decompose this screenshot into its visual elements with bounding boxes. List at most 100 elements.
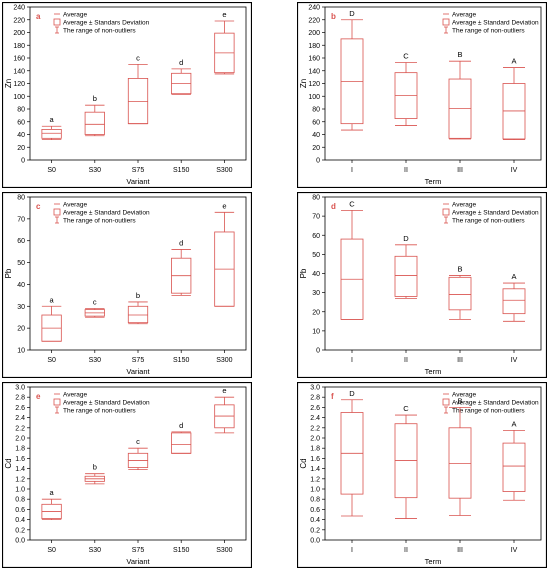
group-letter: c bbox=[136, 437, 140, 446]
x-tick-label: IV bbox=[511, 547, 518, 554]
group-letter: D bbox=[403, 234, 409, 243]
y-tick-label: 1.6 bbox=[310, 456, 320, 463]
legend-sd: Average ± Standard Deviation bbox=[452, 20, 539, 27]
chart-b: 0 20 40 60 80 100 120 140 160 180 200 220 240 Zn Term b… bbox=[297, 2, 547, 188]
panel-f: 0.0 0.2 0.4 0.6 0.8 1.0 1.2 1.4 1.6 1.8 2.0 2.2 2.4 2… bbox=[297, 382, 547, 568]
group-letter: a bbox=[50, 115, 55, 124]
y-tick-label: 10 bbox=[17, 348, 25, 355]
y-tick-label: 60 bbox=[312, 119, 320, 126]
legend-average: Average bbox=[452, 392, 476, 399]
panel-letter: a bbox=[36, 12, 41, 21]
chart-e: 0.0 0.2 0.4 0.6 0.8 1.0 1.2 1.4 1.6 1.8 2.0 2.2 2.4 2… bbox=[2, 382, 252, 568]
box-IV: A bbox=[502, 57, 526, 141]
y-tick-label: 200 bbox=[13, 30, 25, 37]
y-tick-label: 3.0 bbox=[310, 385, 320, 392]
x-tick-label: S150 bbox=[173, 167, 189, 174]
panel-c: 10 20 30 40 50 60 70 80 Pb Variant c Average Average… bbox=[2, 192, 252, 378]
y-tick-label: 2.4 bbox=[15, 415, 25, 422]
group-letter: d bbox=[179, 58, 183, 67]
legend-sd: Average ± Standard Deviation bbox=[63, 400, 150, 407]
legend-sd: Average ± Standard Deviation bbox=[452, 210, 539, 217]
group-letter: b bbox=[93, 94, 97, 103]
y-tick-label: 1.4 bbox=[310, 466, 320, 473]
box-IV: A bbox=[502, 419, 526, 501]
panel-letter: c bbox=[36, 202, 41, 211]
panel-frame bbox=[2, 382, 252, 568]
y-tick-label: 120 bbox=[13, 81, 25, 88]
box-S0: a bbox=[41, 488, 62, 521]
box-S30: b bbox=[84, 463, 105, 485]
y-tick-label: 200 bbox=[308, 30, 320, 37]
y-tick-label: 1.2 bbox=[310, 476, 320, 483]
legend-range: The range of non-outliers bbox=[63, 408, 136, 415]
group-letter: A bbox=[511, 419, 516, 428]
x-tick-label: S300 bbox=[216, 167, 232, 174]
box-I: C bbox=[340, 199, 364, 320]
x-axis-label: Variant bbox=[126, 177, 150, 186]
panel-a: 0 20 40 60 80 100 120 140 160 180 200 220 240 Zn Varia… bbox=[2, 2, 252, 188]
x-tick-label: S30 bbox=[89, 357, 102, 364]
y-tick-label: 0.4 bbox=[310, 517, 320, 524]
legend-sd-swatch bbox=[53, 398, 61, 406]
y-tick-label: 20 bbox=[312, 309, 320, 316]
y-axis-label: Zn bbox=[299, 79, 308, 88]
legend-sd-swatch bbox=[53, 18, 61, 26]
y-tick-label: 0.0 bbox=[310, 538, 320, 545]
sd-box bbox=[171, 432, 192, 454]
y-tick-label: 2.2 bbox=[15, 425, 25, 432]
sd-box bbox=[502, 288, 526, 315]
x-axis-label: Variant bbox=[126, 557, 150, 566]
x-tick-label: S0 bbox=[47, 547, 56, 554]
group-letter: D bbox=[349, 389, 355, 398]
y-tick-label: 20 bbox=[17, 145, 25, 152]
legend-range: The range of non-outliers bbox=[452, 28, 525, 35]
sd-box bbox=[394, 255, 418, 297]
group-letter: D bbox=[349, 9, 355, 18]
x-tick-label: II bbox=[404, 167, 408, 174]
x-axis-label: Variant bbox=[126, 367, 150, 376]
y-tick-label: 1.0 bbox=[15, 487, 25, 494]
legend-range: The range of non-outliers bbox=[63, 218, 136, 225]
y-tick-label: 0 bbox=[316, 348, 320, 355]
box-S300: e bbox=[214, 10, 235, 75]
y-tick-label: 2.4 bbox=[310, 415, 320, 422]
y-tick-label: 1.0 bbox=[310, 487, 320, 494]
panel-letter: d bbox=[331, 202, 336, 211]
y-tick-label: 70 bbox=[312, 214, 320, 221]
x-tick-label: IV bbox=[511, 167, 518, 174]
box-S300: e bbox=[214, 201, 235, 307]
y-tick-label: 20 bbox=[312, 145, 320, 152]
panel-b: 0 20 40 60 80 100 120 140 160 180 200 220 240 Zn Term b… bbox=[297, 2, 547, 188]
legend-average: Average bbox=[452, 202, 476, 209]
y-tick-label: 60 bbox=[17, 119, 25, 126]
group-letter: B bbox=[457, 264, 462, 273]
box-I: D bbox=[340, 9, 364, 131]
x-tick-label: III bbox=[457, 547, 463, 554]
x-axis-label: Term bbox=[425, 557, 442, 566]
box-S300: e bbox=[214, 386, 235, 434]
y-tick-label: 100 bbox=[13, 94, 25, 101]
legend-sd-swatch bbox=[53, 208, 61, 216]
x-tick-label: I bbox=[351, 357, 353, 364]
legend-range: The range of non-outliers bbox=[452, 218, 525, 225]
legend-sd-swatch bbox=[442, 398, 450, 406]
x-tick-label: S300 bbox=[216, 547, 232, 554]
x-tick-label: S300 bbox=[216, 357, 232, 364]
y-tick-label: 160 bbox=[308, 56, 320, 63]
panel-e: 0.0 0.2 0.4 0.6 0.8 1.0 1.2 1.4 1.6 1.8 2.0 2.2 2.4 2… bbox=[2, 382, 252, 568]
x-axis-label: Term bbox=[425, 367, 442, 376]
y-tick-label: 0.6 bbox=[15, 507, 25, 514]
y-tick-label: 30 bbox=[312, 290, 320, 297]
group-letter: C bbox=[349, 199, 355, 208]
y-tick-label: 40 bbox=[312, 271, 320, 278]
legend-sd: Average ± Standard Deviation bbox=[452, 400, 539, 407]
panel-d: 0 10 20 30 40 50 60 70 80 Pb Term d Average Average ±… bbox=[297, 192, 547, 378]
y-tick-label: 0.0 bbox=[15, 538, 25, 545]
box-III: B bbox=[448, 50, 472, 140]
panel-frame bbox=[297, 382, 547, 568]
y-tick-label: 60 bbox=[17, 238, 25, 245]
x-tick-label: III bbox=[457, 167, 463, 174]
group-letter: e bbox=[222, 386, 226, 395]
y-tick-label: 0.4 bbox=[15, 517, 25, 524]
